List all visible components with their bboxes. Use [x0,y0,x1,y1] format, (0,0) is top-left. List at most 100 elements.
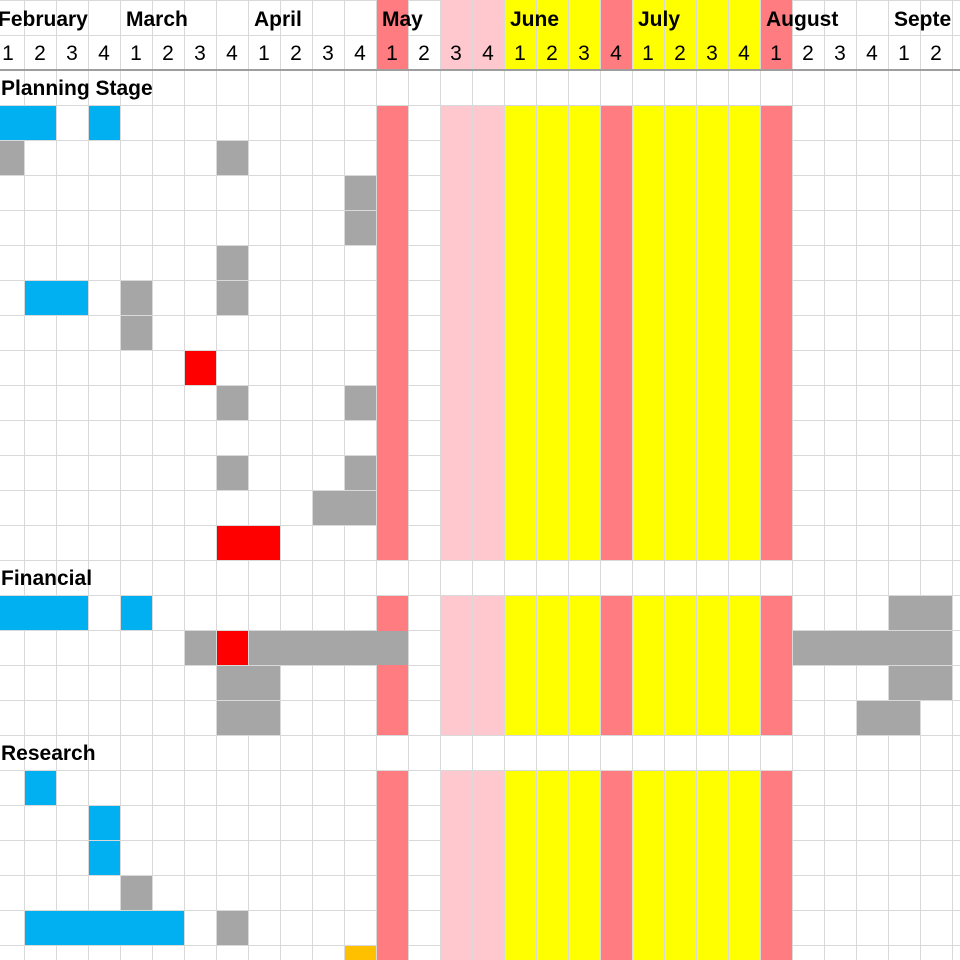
week-number[interactable]: 2 [674,42,686,65]
header-highlight [441,0,472,70]
week-number[interactable]: 3 [706,42,718,65]
month-label[interactable]: March [126,8,188,31]
header-highlight [697,0,728,70]
gantt-bar-blue[interactable] [89,106,120,140]
week-number[interactable]: 4 [354,42,366,65]
week-number[interactable]: 3 [834,42,846,65]
gantt-bar-blue[interactable] [25,281,88,315]
week-number[interactable]: 2 [802,42,814,65]
gantt-bar-gray[interactable] [889,596,952,630]
column-highlight [377,70,408,960]
gantt-bar-gray[interactable] [889,666,952,700]
week-number[interactable]: 1 [642,42,654,65]
gantt-bar-blue[interactable] [89,841,120,875]
gantt-bar-blue[interactable] [121,596,152,630]
week-number[interactable]: 1 [2,42,14,65]
gantt-bar-gray[interactable] [121,281,152,315]
column-highlight [569,70,600,960]
gantt-bar-gray[interactable] [121,316,152,350]
gantt-bar-gray[interactable] [345,456,376,490]
header-highlight [633,0,664,70]
gantt-bar-gray[interactable] [217,666,280,700]
gantt-bar-gray[interactable] [249,631,408,665]
week-number[interactable]: 1 [514,42,526,65]
gantt-bar-gray[interactable] [217,246,248,280]
gantt-bar-blue[interactable] [25,911,184,945]
gantt-bar-gray[interactable] [217,701,280,735]
month-label[interactable]: February [0,8,88,31]
gantt-bar-gray[interactable] [345,211,376,245]
gantt-bar-gray[interactable] [313,491,376,525]
gantt-bar-gray[interactable] [217,386,248,420]
week-number[interactable]: 3 [322,42,334,65]
gantt-bar-gray[interactable] [121,876,152,910]
header-highlight [537,0,568,70]
week-number[interactable]: 3 [66,42,78,65]
header-highlight [761,0,792,70]
week-number[interactable]: 2 [162,42,174,65]
week-number[interactable]: 3 [194,42,206,65]
column-highlight [473,70,504,960]
gantt-bar-orange[interactable] [345,946,376,960]
week-number[interactable]: 4 [98,42,110,65]
header-highlight [665,0,696,70]
week-number[interactable]: 1 [770,42,782,65]
gantt-bar-red[interactable] [185,351,216,385]
week-number[interactable]: 2 [546,42,558,65]
week-number[interactable]: 4 [610,42,622,65]
gantt-bar-gray[interactable] [793,631,952,665]
month-label[interactable]: June [510,8,560,31]
gantt-bar-gray[interactable] [217,911,248,945]
gantt-bar-gray[interactable] [217,281,248,315]
header-highlight [729,0,760,70]
header-highlight [473,0,504,70]
gantt-bar-gray[interactable] [857,701,920,735]
week-number[interactable]: 2 [418,42,430,65]
week-number[interactable]: 2 [34,42,46,65]
gantt-bar-gray[interactable] [345,176,376,210]
gantt-bar-red[interactable] [217,526,280,560]
week-number[interactable]: 1 [258,42,270,65]
month-label[interactable]: May [382,8,423,31]
month-label[interactable]: August [766,8,839,31]
week-number[interactable]: 4 [482,42,494,65]
column-highlight [537,70,568,960]
gantt-bar-red[interactable] [217,631,248,665]
section-label[interactable]: Research [1,742,96,765]
month-label[interactable]: April [254,8,302,31]
week-number[interactable]: 4 [866,42,878,65]
section-gap-row [0,70,960,106]
gantt-bar-gray[interactable] [0,141,24,175]
gantt-bar-gray[interactable] [217,141,248,175]
week-number[interactable]: 3 [578,42,590,65]
week-number[interactable]: 2 [290,42,302,65]
section-label[interactable]: Planning Stage [1,77,153,100]
week-number[interactable]: 4 [738,42,750,65]
month-label[interactable]: July [638,8,681,31]
week-number[interactable]: 1 [130,42,142,65]
column-highlight [601,70,632,960]
gantt-bar-gray[interactable] [217,456,248,490]
week-number[interactable]: 3 [450,42,462,65]
week-number[interactable]: 4 [226,42,238,65]
section-label[interactable]: Financial [1,567,93,590]
column-highlight [761,70,792,960]
header-highlight [505,0,536,70]
gantt-bar-gray[interactable] [185,631,216,665]
week-number[interactable]: 1 [898,42,910,65]
column-highlight [441,70,472,960]
header-divider [0,69,960,71]
gantt-bar-blue[interactable] [0,106,56,140]
month-label[interactable]: Septe [894,8,952,31]
gantt-bar-gray[interactable] [345,386,376,420]
column-highlight [697,70,728,960]
gantt-bar-blue[interactable] [89,806,120,840]
section-gap-row [0,735,960,771]
week-number[interactable]: 2 [930,42,942,65]
column-highlight [729,70,760,960]
column-highlight [665,70,696,960]
gantt-bar-blue[interactable] [25,771,56,805]
week-number[interactable]: 1 [386,42,398,65]
gantt-bar-blue[interactable] [0,596,88,630]
